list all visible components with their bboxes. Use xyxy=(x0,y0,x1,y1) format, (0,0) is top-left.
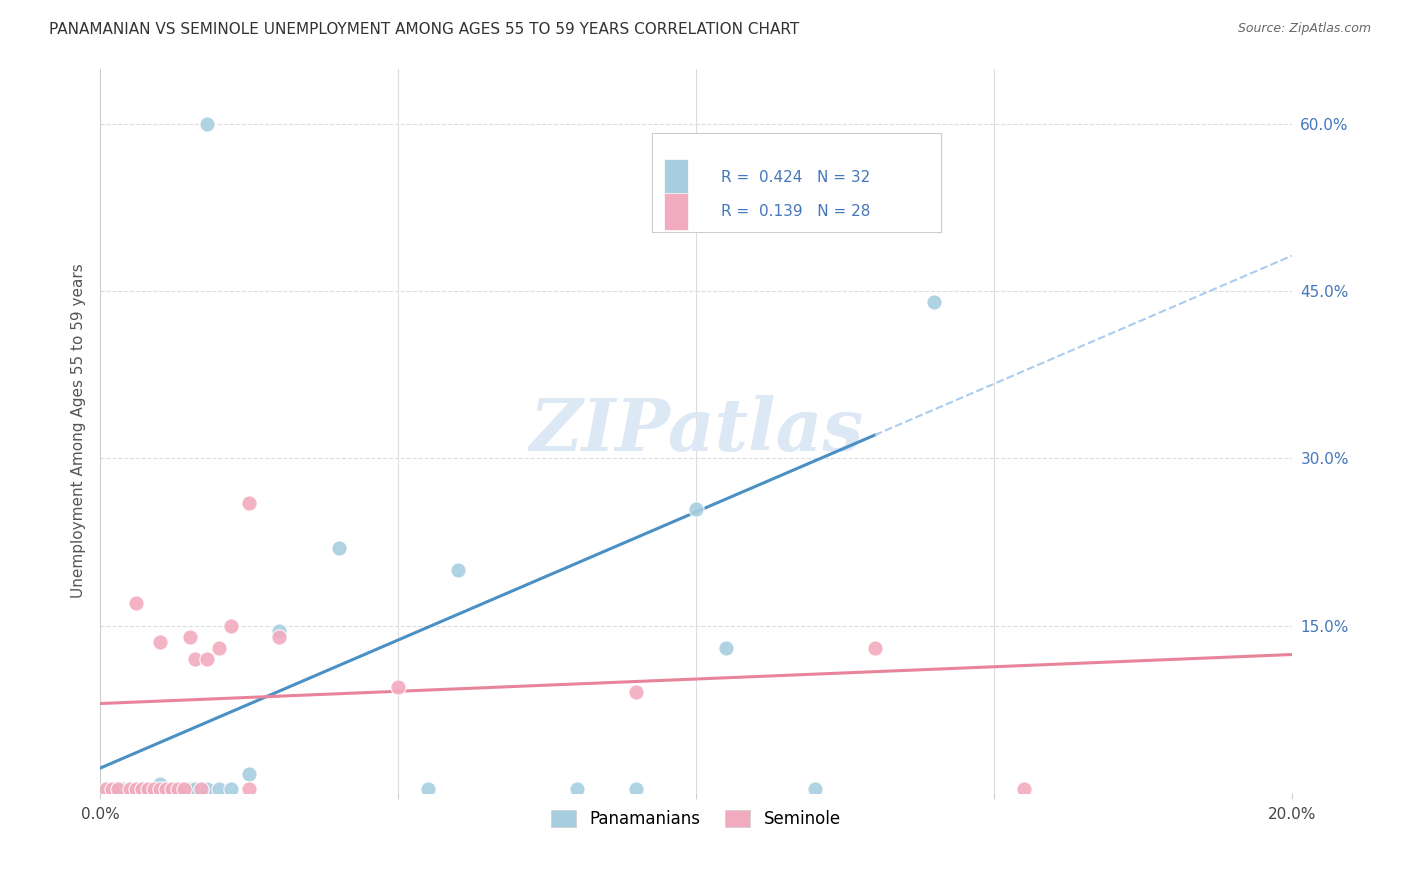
Point xyxy=(416,782,439,797)
Point xyxy=(238,496,260,510)
Point xyxy=(626,782,648,797)
Text: ZIPatlas: ZIPatlas xyxy=(529,395,863,467)
Point xyxy=(149,777,172,791)
Point xyxy=(160,782,183,797)
Point xyxy=(149,782,172,797)
Point xyxy=(804,782,827,797)
Point xyxy=(166,782,188,797)
Point xyxy=(118,782,141,797)
Y-axis label: Unemployment Among Ages 55 to 59 years: Unemployment Among Ages 55 to 59 years xyxy=(72,263,86,598)
Point xyxy=(125,596,148,610)
Point xyxy=(184,652,207,666)
Point xyxy=(179,782,201,797)
Point xyxy=(155,782,177,797)
Point xyxy=(197,652,219,666)
Point xyxy=(714,640,737,655)
Point xyxy=(112,782,135,797)
Point xyxy=(238,766,260,780)
Point xyxy=(149,782,172,797)
Text: Source: ZipAtlas.com: Source: ZipAtlas.com xyxy=(1237,22,1371,36)
Point xyxy=(197,117,219,131)
Point xyxy=(101,782,124,797)
Point xyxy=(107,782,129,797)
Point xyxy=(267,624,290,639)
Point xyxy=(94,782,117,797)
Point xyxy=(184,782,207,797)
Point xyxy=(565,782,588,797)
Point xyxy=(197,782,219,797)
Point xyxy=(125,782,148,797)
Point xyxy=(173,782,195,797)
Point xyxy=(190,782,212,797)
Point xyxy=(131,782,153,797)
Point xyxy=(447,563,470,577)
Point xyxy=(267,630,290,644)
Point xyxy=(328,541,350,555)
Point xyxy=(142,782,165,797)
Text: R =  0.424   N = 32: R = 0.424 N = 32 xyxy=(721,170,870,186)
Point xyxy=(863,640,886,655)
Point xyxy=(166,782,188,797)
Point xyxy=(685,501,707,516)
Point xyxy=(219,618,242,632)
Point xyxy=(219,782,242,797)
Point xyxy=(149,635,172,649)
Point xyxy=(136,782,159,797)
Text: PANAMANIAN VS SEMINOLE UNEMPLOYMENT AMONG AGES 55 TO 59 YEARS CORRELATION CHART: PANAMANIAN VS SEMINOLE UNEMPLOYMENT AMON… xyxy=(49,22,800,37)
Point xyxy=(179,630,201,644)
Point xyxy=(173,782,195,797)
Point xyxy=(155,782,177,797)
Point xyxy=(387,680,409,694)
Point xyxy=(107,782,129,797)
Text: R =  0.139   N = 28: R = 0.139 N = 28 xyxy=(721,204,870,219)
Point xyxy=(924,295,946,310)
Point xyxy=(94,782,117,797)
Point xyxy=(160,782,183,797)
Point xyxy=(238,782,260,797)
Point xyxy=(1012,782,1035,797)
Point xyxy=(208,640,231,655)
Point xyxy=(136,782,159,797)
Point xyxy=(101,782,124,797)
Point xyxy=(131,782,153,797)
Point xyxy=(118,782,141,797)
Point xyxy=(142,782,165,797)
Point xyxy=(626,685,648,699)
Point xyxy=(125,782,148,797)
Legend: Panamanians, Seminole: Panamanians, Seminole xyxy=(544,804,848,835)
Point xyxy=(208,782,231,797)
